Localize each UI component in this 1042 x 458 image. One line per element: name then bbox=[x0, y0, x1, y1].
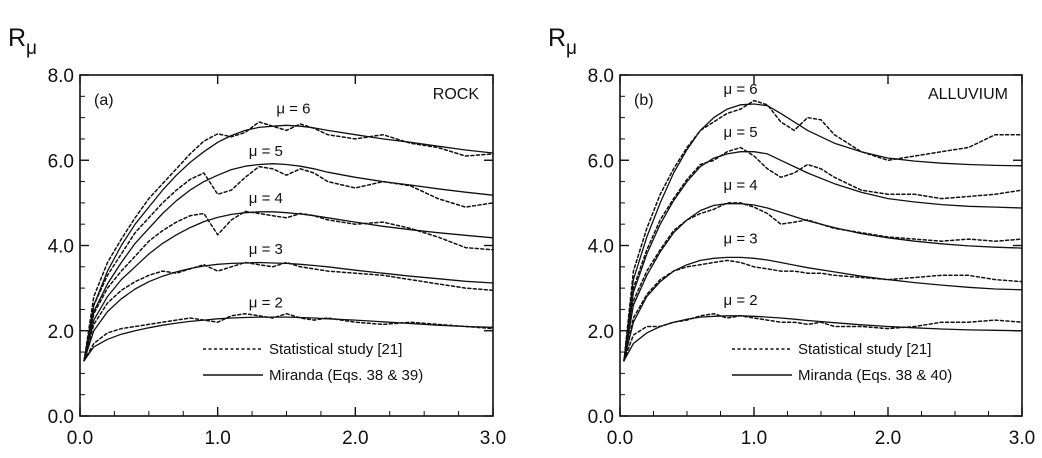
y-tick-label: 2.0 bbox=[48, 322, 74, 343]
mu-label: μ = 5 bbox=[724, 124, 758, 141]
y-tick-label: 6.0 bbox=[588, 151, 614, 172]
legend-label: Statistical study [21] bbox=[269, 341, 402, 358]
x-tick-label: 0.0 bbox=[607, 428, 633, 449]
statistical-curve-9 bbox=[623, 312, 1023, 362]
mu-label: μ = 5 bbox=[249, 143, 283, 160]
panel-tag: (a) bbox=[94, 92, 114, 109]
y-axis-title-subscript: μ bbox=[26, 38, 37, 59]
miranda-curve-1 bbox=[83, 163, 494, 362]
x-tick-label: 2.0 bbox=[875, 428, 901, 449]
mu-label: μ = 3 bbox=[724, 230, 758, 247]
miranda-curve-2 bbox=[83, 211, 494, 362]
x-tick-label: 2.0 bbox=[342, 428, 368, 449]
statistical-curve-6 bbox=[623, 146, 1023, 362]
miranda-curve-2 bbox=[623, 203, 1023, 362]
statistical-curve-9 bbox=[83, 312, 494, 362]
legend-label: Statistical study [21] bbox=[798, 341, 931, 358]
miranda-curve-4 bbox=[83, 316, 494, 362]
statistical-curve-5 bbox=[623, 99, 1023, 362]
y-tick-label: 0.0 bbox=[48, 407, 74, 428]
statistical-curve-5 bbox=[83, 121, 494, 362]
x-tick-label: 1.0 bbox=[741, 428, 767, 449]
chart-panel-alluvium: 0.0 2.0 4.0 6.0 8.0 0.0 1.0 2.0 3.0 R μ (b) ALLUVIUM… bbox=[548, 24, 1035, 449]
y-tick-label: 2.0 bbox=[588, 322, 614, 343]
mu-label: μ = 6 bbox=[276, 100, 310, 117]
y-axis-title: R bbox=[548, 24, 566, 52]
miranda-curve-0 bbox=[83, 124, 494, 362]
y-axis-title: R bbox=[8, 24, 26, 52]
mu-label: μ = 6 bbox=[724, 81, 758, 98]
x-tick-label: 3.0 bbox=[480, 428, 506, 449]
statistical-curve-7 bbox=[83, 210, 494, 362]
statistical-curve-7 bbox=[623, 202, 1023, 362]
legend: Statistical study [21] Miranda (Eqs. 38 &… bbox=[732, 341, 952, 384]
statistical-curve-6 bbox=[83, 165, 494, 362]
mu-label: μ = 2 bbox=[724, 292, 758, 309]
y-tick-label: 0.0 bbox=[588, 407, 614, 428]
panel-tag: (b) bbox=[634, 92, 654, 109]
mu-label: μ = 2 bbox=[249, 294, 283, 311]
mu-label: μ = 3 bbox=[249, 241, 283, 258]
mu-label: μ = 4 bbox=[249, 190, 283, 207]
x-tick-label: 1.0 bbox=[204, 428, 230, 449]
y-tick-label: 4.0 bbox=[588, 237, 614, 258]
y-tick-label: 4.0 bbox=[48, 237, 74, 258]
miranda-curve-1 bbox=[623, 151, 1023, 362]
legend-label: Miranda (Eqs. 38 & 39) bbox=[269, 367, 423, 384]
statistical-curve-8 bbox=[623, 259, 1023, 362]
y-tick-label: 8.0 bbox=[588, 66, 614, 87]
y-axis-title-subscript: μ bbox=[566, 38, 577, 59]
miranda-curve-0 bbox=[623, 103, 1023, 362]
legend: Statistical study [21] Miranda (Eqs. 38 &… bbox=[203, 341, 423, 384]
y-tick-label: 8.0 bbox=[48, 66, 74, 87]
site-label: ROCK bbox=[433, 86, 480, 103]
legend-label: Miranda (Eqs. 38 & 40) bbox=[798, 367, 952, 384]
statistical-curve-8 bbox=[83, 261, 494, 362]
x-tick-label: 0.0 bbox=[67, 428, 93, 449]
mu-label: μ = 4 bbox=[724, 177, 758, 194]
y-tick-label: 6.0 bbox=[48, 151, 74, 172]
x-tick-label: 3.0 bbox=[1009, 428, 1035, 449]
chart-panel-rock: 0.0 2.0 4.0 6.0 8.0 0.0 1.0 2.0 3.0 R μ (a) ROCK μ = … bbox=[8, 24, 506, 449]
site-label: ALLUVIUM bbox=[928, 86, 1008, 103]
plot-frame bbox=[79, 74, 494, 417]
